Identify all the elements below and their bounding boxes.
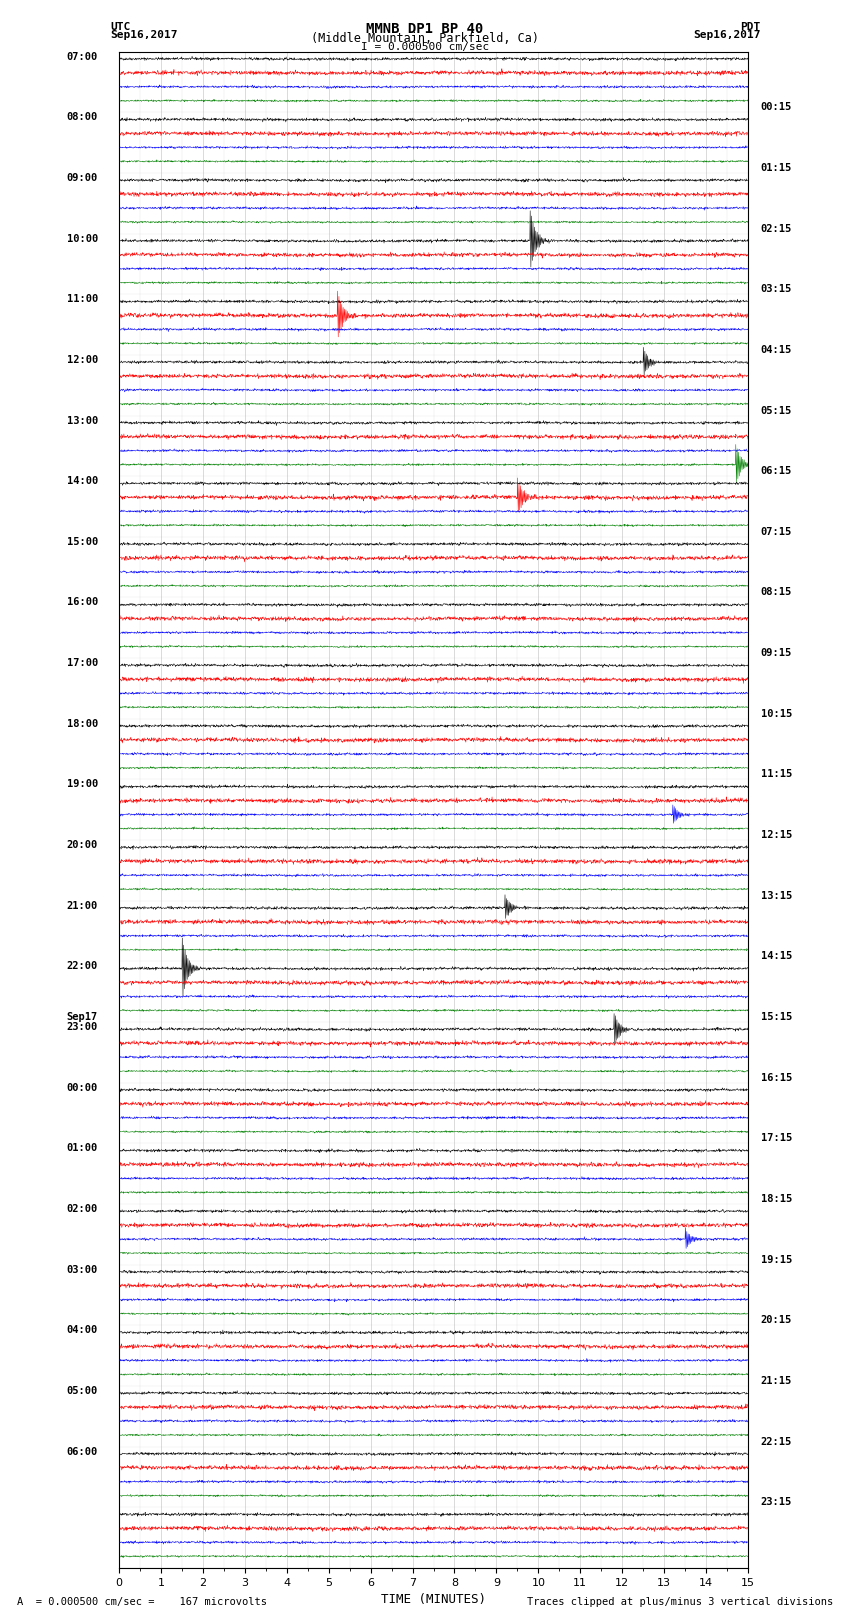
Text: 13:15: 13:15 [761, 890, 792, 900]
Text: 23:15: 23:15 [761, 1497, 792, 1507]
Text: 18:15: 18:15 [761, 1194, 792, 1203]
Text: 00:15: 00:15 [761, 102, 792, 113]
Text: 19:15: 19:15 [761, 1255, 792, 1265]
Text: I = 0.000500 cm/sec: I = 0.000500 cm/sec [361, 42, 489, 52]
Text: 02:15: 02:15 [761, 224, 792, 234]
Text: (Middle Mountain, Parkfield, Ca): (Middle Mountain, Parkfield, Ca) [311, 32, 539, 45]
Text: 10:00: 10:00 [67, 234, 98, 244]
Text: 08:00: 08:00 [67, 113, 98, 123]
Text: 19:00: 19:00 [67, 779, 98, 789]
Text: Traces clipped at plus/minus 3 vertical divisions: Traces clipped at plus/minus 3 vertical … [527, 1597, 833, 1607]
Text: 00:00: 00:00 [67, 1082, 98, 1092]
Text: 11:00: 11:00 [67, 294, 98, 305]
Text: 15:15: 15:15 [761, 1011, 792, 1023]
Text: 14:00: 14:00 [67, 476, 98, 486]
Text: 07:15: 07:15 [761, 527, 792, 537]
Text: UTC: UTC [110, 23, 131, 32]
X-axis label: TIME (MINUTES): TIME (MINUTES) [381, 1594, 486, 1607]
Text: 16:00: 16:00 [67, 597, 98, 608]
Text: 12:15: 12:15 [761, 831, 792, 840]
Text: 04:00: 04:00 [67, 1326, 98, 1336]
Text: 13:00: 13:00 [67, 416, 98, 426]
Text: 04:15: 04:15 [761, 345, 792, 355]
Text: Sep17: Sep17 [67, 1011, 98, 1023]
Text: PDT: PDT [740, 23, 761, 32]
Text: Sep16,2017: Sep16,2017 [110, 31, 178, 40]
Text: 05:00: 05:00 [67, 1386, 98, 1395]
Text: 21:15: 21:15 [761, 1376, 792, 1386]
Text: 06:15: 06:15 [761, 466, 792, 476]
Text: 11:15: 11:15 [761, 769, 792, 779]
Text: 01:15: 01:15 [761, 163, 792, 173]
Text: 03:00: 03:00 [67, 1265, 98, 1274]
Text: 17:00: 17:00 [67, 658, 98, 668]
Text: Sep16,2017: Sep16,2017 [694, 31, 761, 40]
Text: 15:00: 15:00 [67, 537, 98, 547]
Text: 02:00: 02:00 [67, 1203, 98, 1215]
Text: 16:15: 16:15 [761, 1073, 792, 1082]
Text: 09:15: 09:15 [761, 648, 792, 658]
Text: 05:15: 05:15 [761, 405, 792, 416]
Text: 01:00: 01:00 [67, 1144, 98, 1153]
Text: 23:00: 23:00 [67, 1023, 98, 1032]
Text: 18:00: 18:00 [67, 719, 98, 729]
Text: 17:15: 17:15 [761, 1134, 792, 1144]
Text: 09:00: 09:00 [67, 173, 98, 182]
Text: MMNB DP1 BP 40: MMNB DP1 BP 40 [366, 23, 484, 35]
Text: 20:00: 20:00 [67, 840, 98, 850]
Text: A  = 0.000500 cm/sec =    167 microvolts: A = 0.000500 cm/sec = 167 microvolts [17, 1597, 267, 1607]
Text: 03:15: 03:15 [761, 284, 792, 294]
Text: 12:00: 12:00 [67, 355, 98, 365]
Text: 21:00: 21:00 [67, 900, 98, 911]
Text: 22:15: 22:15 [761, 1437, 792, 1447]
Text: 22:00: 22:00 [67, 961, 98, 971]
Text: 08:15: 08:15 [761, 587, 792, 597]
Text: 06:00: 06:00 [67, 1447, 98, 1457]
Text: 20:15: 20:15 [761, 1315, 792, 1326]
Text: 14:15: 14:15 [761, 952, 792, 961]
Text: 07:00: 07:00 [67, 52, 98, 61]
Text: 10:15: 10:15 [761, 708, 792, 719]
